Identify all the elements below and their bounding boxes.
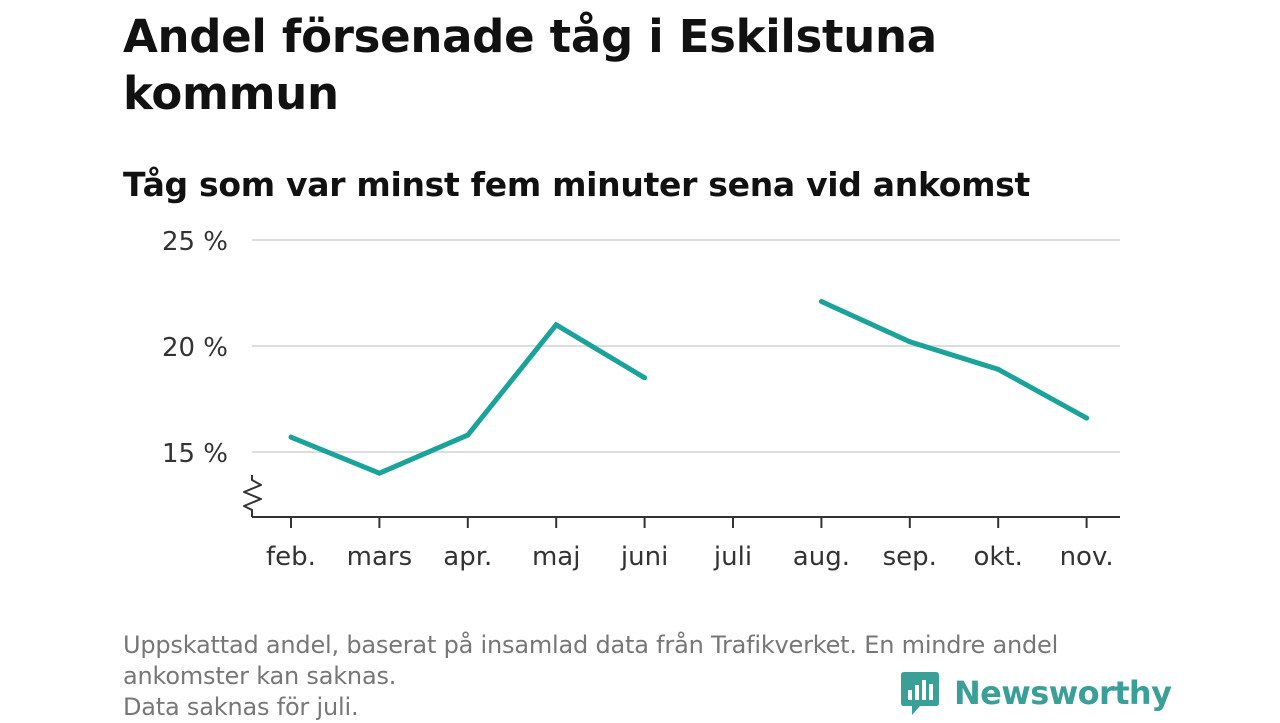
data-point xyxy=(907,339,913,345)
x-tick-label: juni xyxy=(620,542,668,572)
data-point xyxy=(288,434,294,440)
chart-subtitle: Tåg som var minst fem minuter sena vid a… xyxy=(123,165,1030,204)
x-tick-label: okt. xyxy=(973,542,1022,572)
series-line xyxy=(820,299,1088,421)
x-axis xyxy=(243,475,1120,518)
data-point xyxy=(376,470,382,476)
footnote-line: Uppskattad andel, baserat på insamlad da… xyxy=(123,631,1059,659)
y-tick-label: 25 % xyxy=(162,227,228,257)
footnote-line: ankomster kan saknas. xyxy=(123,662,397,690)
data-point xyxy=(818,298,824,304)
data-point xyxy=(642,375,648,381)
x-tick-label: apr. xyxy=(443,542,492,572)
newsworthy-logo: Newsworthy xyxy=(900,670,1172,716)
chart-footnote: Uppskattad andel, baserat på insamlad da… xyxy=(123,630,1163,723)
data-point xyxy=(465,432,471,438)
x-tick-label: sep. xyxy=(883,542,937,572)
x-tick-label: juli xyxy=(713,542,752,572)
x-tick-label: aug. xyxy=(793,542,850,572)
gridlines xyxy=(252,239,1120,453)
y-tick-label: 15 % xyxy=(162,439,228,469)
brand-name: Newsworthy xyxy=(954,674,1172,712)
x-tick-label: maj xyxy=(532,542,580,572)
x-axis-ticks: feb. mars apr. maj juni juli aug. sep. okt. nov. xyxy=(266,517,1114,572)
y-axis-break-icon xyxy=(243,475,262,517)
x-tick-label: nov. xyxy=(1060,542,1114,572)
data-point xyxy=(553,322,559,328)
chart-title: Andel försenade tåg i Eskilstuna kommun xyxy=(123,10,937,120)
series-line xyxy=(290,321,646,476)
footnote-line: Data saknas för juli. xyxy=(123,693,359,721)
y-tick-label: 20 % xyxy=(162,333,228,363)
x-tick-label: feb. xyxy=(266,542,316,572)
data-point xyxy=(1084,415,1090,421)
newsworthy-logo-icon xyxy=(901,672,939,715)
data-point xyxy=(995,366,1001,372)
series-lines xyxy=(288,298,1090,476)
x-tick-label: mars xyxy=(347,542,413,572)
y-axis-ticks: 15 % 20 % 25 % xyxy=(162,227,228,469)
